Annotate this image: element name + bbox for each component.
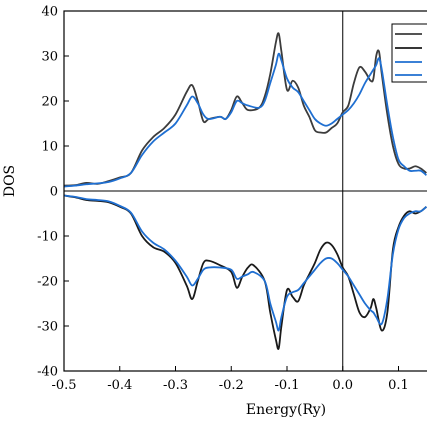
y-axis-title: DOS xyxy=(2,165,18,197)
legend-box xyxy=(391,23,427,83)
x-axis-title: Energy(Ry) xyxy=(246,402,326,418)
x-tick-label: -0.1 xyxy=(274,378,299,393)
x-ticks: -0.5 -0.4 -0.3 -0.2 -0.1 0.0 0.1 xyxy=(51,366,409,393)
series-layer xyxy=(64,32,427,350)
y-ticks: -40 -30 -20 -10 0 10 20 30 40 xyxy=(37,5,69,380)
y-tick-label: -40 xyxy=(37,365,58,380)
series-line-4 xyxy=(64,194,427,332)
x-tick-label: 0.1 xyxy=(388,378,409,393)
y-tick-label: -10 xyxy=(37,230,58,245)
y-tick-label: 30 xyxy=(41,50,58,65)
y-tick-label: 40 xyxy=(41,5,58,20)
x-tick-label: -0.3 xyxy=(163,378,188,393)
y-tick-label: -30 xyxy=(37,320,58,335)
x-tick-label: 0.0 xyxy=(332,378,353,393)
y-tick-label: 0 xyxy=(50,185,58,200)
x-tick-label: -0.5 xyxy=(51,378,76,393)
series-line-3 xyxy=(64,52,427,188)
y-tick-label: -20 xyxy=(37,275,58,290)
series-line-2 xyxy=(64,194,427,350)
ref-lines xyxy=(64,11,427,371)
x-tick-label: -0.4 xyxy=(107,378,132,393)
series-line-1 xyxy=(64,32,427,187)
legend xyxy=(391,23,427,83)
y-tick-label: 10 xyxy=(41,140,58,155)
x-tick-label: -0.2 xyxy=(219,378,244,393)
y-tick-label: 20 xyxy=(41,95,58,110)
